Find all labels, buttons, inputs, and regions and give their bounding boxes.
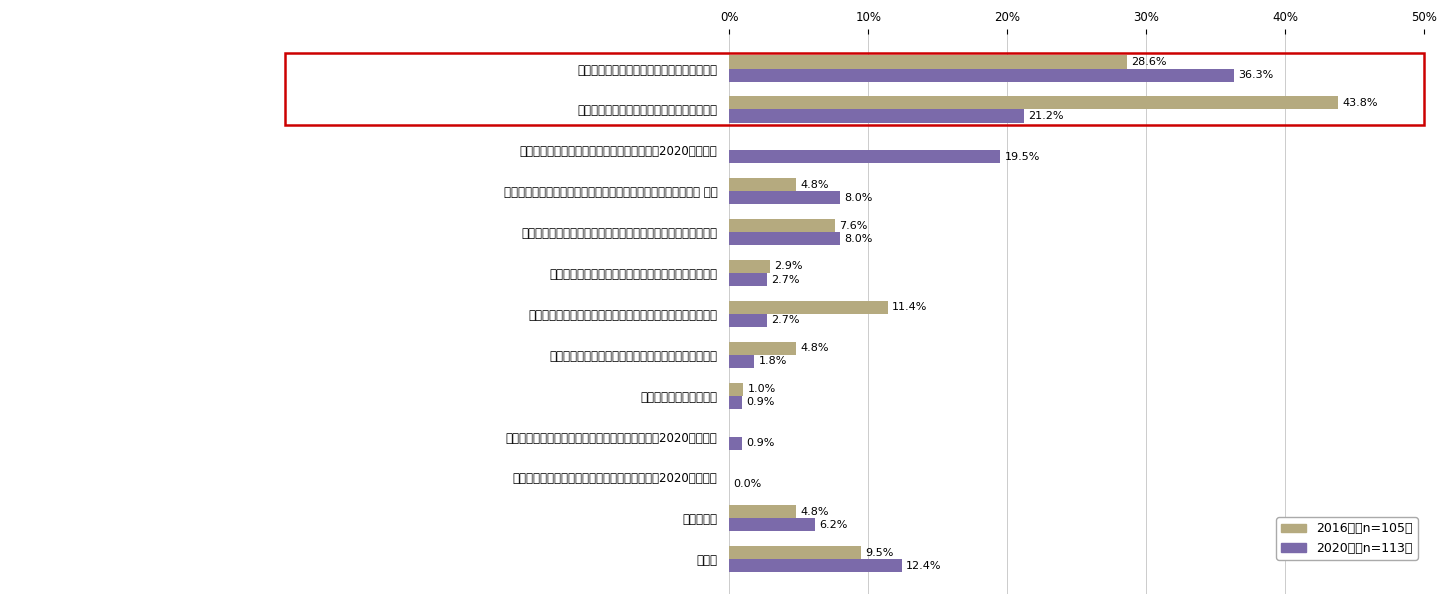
Text: 1.8%: 1.8%: [759, 356, 786, 366]
Text: 11.4%: 11.4%: [892, 302, 927, 312]
Text: 0.9%: 0.9%: [746, 438, 775, 448]
Text: 4.8%: 4.8%: [801, 180, 828, 190]
Text: 4.8%: 4.8%: [801, 343, 828, 353]
Text: 2.9%: 2.9%: [773, 261, 802, 272]
Text: 1.0%: 1.0%: [747, 384, 776, 394]
Bar: [730, 314, 767, 327]
Bar: [730, 273, 767, 286]
Bar: [730, 546, 862, 559]
Bar: [730, 178, 796, 191]
Text: 0.0%: 0.0%: [734, 479, 762, 489]
Text: 2.7%: 2.7%: [770, 315, 799, 325]
Bar: [730, 68, 1234, 82]
Bar: [730, 342, 796, 355]
Bar: [730, 355, 754, 368]
Text: 19.5%: 19.5%: [1005, 152, 1040, 162]
Bar: [730, 110, 1024, 123]
Bar: [730, 505, 796, 518]
Bar: [730, 518, 815, 531]
Text: 7.6%: 7.6%: [838, 221, 867, 231]
Text: 0.9%: 0.9%: [746, 397, 775, 407]
Text: 8.0%: 8.0%: [844, 234, 873, 244]
Text: 21.2%: 21.2%: [1028, 111, 1063, 121]
Text: 28.6%: 28.6%: [1131, 57, 1166, 67]
Text: 4.8%: 4.8%: [801, 507, 828, 517]
Text: 43.8%: 43.8%: [1342, 98, 1377, 108]
Text: 36.3%: 36.3%: [1238, 70, 1273, 80]
Bar: [730, 150, 1001, 163]
Text: 8.0%: 8.0%: [844, 193, 873, 203]
Bar: [730, 396, 741, 409]
Legend: 2016年（n=105）, 2020年（n=113）: 2016年（n=105）, 2020年（n=113）: [1276, 517, 1418, 560]
Bar: [730, 260, 769, 273]
Bar: [730, 232, 840, 245]
Bar: [730, 96, 1338, 110]
Bar: [730, 301, 888, 314]
Bar: [730, 559, 902, 572]
Bar: [730, 56, 1127, 68]
Text: 2.7%: 2.7%: [770, 275, 799, 284]
Text: 9.5%: 9.5%: [866, 548, 893, 558]
Bar: [730, 436, 741, 450]
Bar: [285, 53, 1423, 125]
Text: 12.4%: 12.4%: [906, 561, 941, 571]
Bar: [730, 382, 743, 396]
Bar: [730, 219, 835, 232]
Text: 6.2%: 6.2%: [820, 520, 849, 530]
Bar: [730, 191, 840, 204]
